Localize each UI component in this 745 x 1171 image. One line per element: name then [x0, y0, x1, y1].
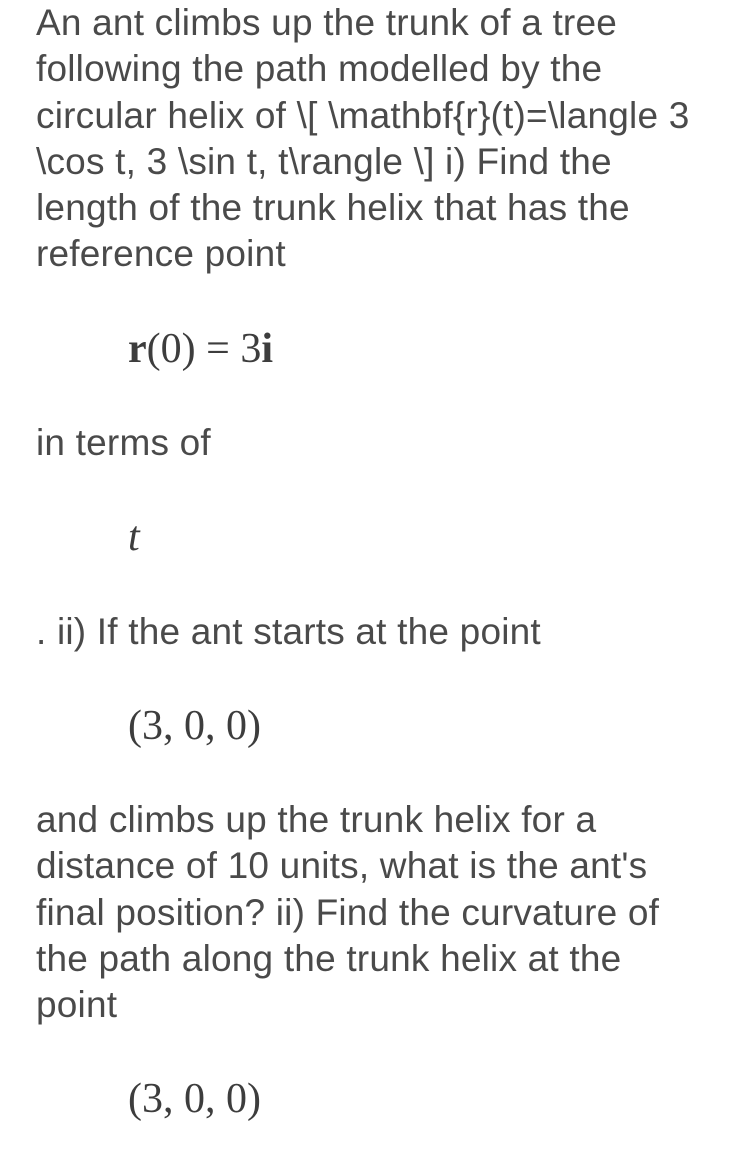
paragraph-4: and climbs up the trunk helix for a dist… — [36, 797, 709, 1028]
equation-point1: (3, 0, 0) — [128, 701, 709, 751]
equation-r0: r(0) = 3i — [128, 324, 709, 374]
paragraph-3: . ii) If the ant starts at the point — [36, 609, 709, 655]
paragraph-2: in terms of — [36, 420, 709, 466]
equation-point2: (3, 0, 0) — [128, 1074, 709, 1124]
problem-content: An ant climbs up the trunk of a tree fol… — [0, 0, 745, 1125]
paragraph-1: An ant climbs up the trunk of a tree fol… — [36, 0, 709, 278]
equation-t: t — [128, 512, 709, 562]
